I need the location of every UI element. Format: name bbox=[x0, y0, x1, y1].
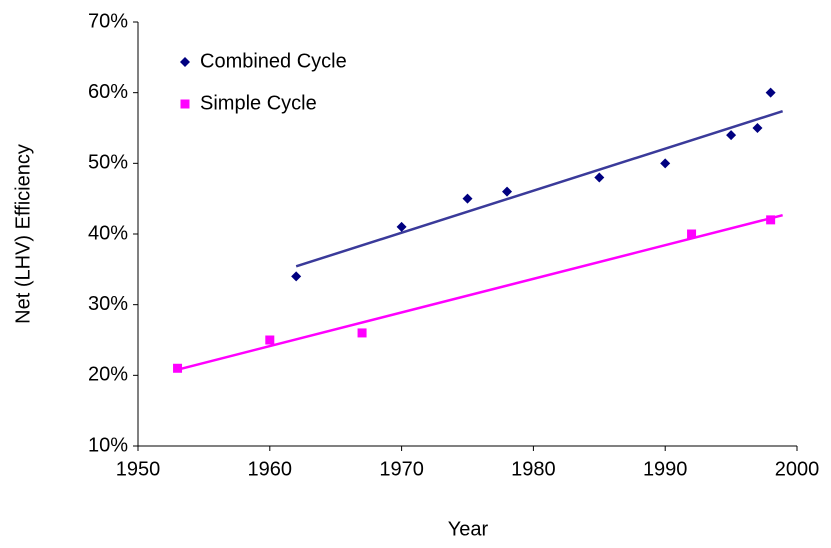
x-axis-label: Year bbox=[448, 518, 489, 540]
legend-marker bbox=[180, 57, 190, 67]
point bbox=[502, 186, 513, 197]
point bbox=[726, 130, 737, 141]
legend-marker bbox=[180, 99, 190, 109]
point bbox=[357, 328, 367, 338]
legend-label: Combined Cycle bbox=[200, 50, 347, 72]
point bbox=[660, 158, 671, 169]
trendline bbox=[295, 110, 784, 268]
point bbox=[765, 87, 776, 98]
point bbox=[396, 221, 407, 232]
point bbox=[462, 193, 473, 204]
x-tick-label: 1960 bbox=[248, 458, 293, 480]
point bbox=[265, 335, 275, 345]
x-tick-label: 1970 bbox=[379, 458, 424, 480]
point bbox=[766, 215, 776, 225]
y-tick-label: 10% bbox=[88, 434, 128, 456]
legend-label: Simple Cycle bbox=[200, 92, 317, 114]
y-tick-label: 70% bbox=[88, 10, 128, 32]
y-tick-label: 30% bbox=[88, 293, 128, 315]
x-tick-label: 2000 bbox=[775, 458, 820, 480]
point bbox=[594, 172, 605, 183]
point bbox=[173, 363, 183, 373]
y-tick-label: 60% bbox=[88, 81, 128, 103]
x-tick-label: 1950 bbox=[116, 458, 161, 480]
point bbox=[291, 271, 302, 282]
x-tick-label: 1990 bbox=[643, 458, 688, 480]
point bbox=[752, 123, 763, 133]
y-tick-label: 50% bbox=[88, 152, 128, 174]
y-axis-label: Net (LHV) Efficiency bbox=[12, 144, 34, 324]
y-tick-label: 40% bbox=[88, 222, 128, 244]
trendline bbox=[177, 214, 783, 371]
y-tick-label: 20% bbox=[88, 364, 128, 386]
point bbox=[687, 229, 697, 239]
x-tick-label: 1980 bbox=[511, 458, 556, 480]
